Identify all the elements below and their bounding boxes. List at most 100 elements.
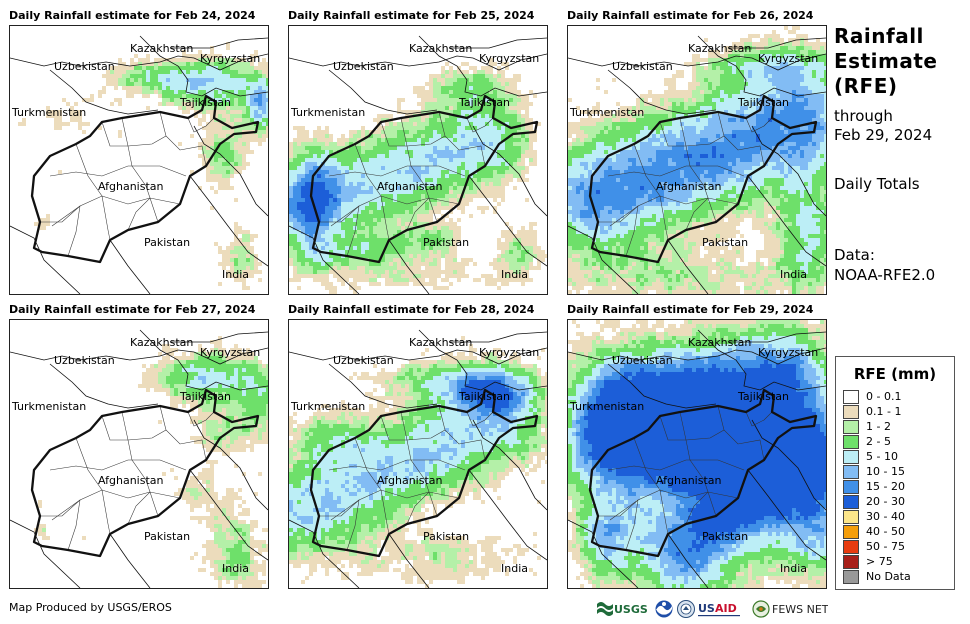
- panel-title: Daily Rainfall estimate for Feb 29, 2024: [567, 303, 814, 316]
- country-label-tajikistan: Tajikistan: [179, 96, 231, 109]
- afghanistan-border: [309, 94, 539, 264]
- country-label-turkmenistan: Turkmenistan: [290, 106, 365, 119]
- through-date: Feb 29, 2024: [834, 126, 933, 144]
- rfe-legend: RFE (mm) 0 - 0.1 0.1 - 1 1 - 2 2 - 5 5 - 10 1…: [835, 356, 955, 590]
- country-label-afghanistan: Afghanistan: [98, 474, 164, 487]
- legend-swatch: [843, 480, 859, 494]
- legend-label: No Data: [866, 570, 911, 583]
- through-label: through: [834, 107, 893, 125]
- legend-swatch: [843, 465, 859, 479]
- country-label-kazakhstan: Kazakhstan: [130, 42, 193, 55]
- rainfall-map: Kazakhstan Kyrgyzstan Uzbekistan Tajikistan…: [567, 319, 827, 589]
- fews-net-logo: FEWS NET: [752, 600, 828, 618]
- country-label-kazakhstan: Kazakhstan: [688, 42, 751, 55]
- rainfall-map: Kazakhstan Kyrgyzstan Uzbekistan Tajikistan…: [567, 25, 827, 295]
- province-boundaries: [598, 111, 773, 257]
- legend-swatch: [843, 555, 859, 569]
- rainfall-grid: [289, 336, 547, 588]
- province-boundaries: [40, 111, 215, 257]
- noaa-logo: [655, 600, 673, 618]
- afghanistan-border: [30, 388, 260, 558]
- rainfall-grid: [34, 336, 268, 588]
- legend-swatch: [843, 450, 859, 464]
- province-boundaries: [319, 111, 494, 257]
- legend-label: 15 - 20: [866, 480, 905, 493]
- country-borders: [568, 329, 826, 588]
- data-source-name: NOAA-RFE2.0: [834, 266, 936, 284]
- legend-swatch: [843, 495, 859, 509]
- totals-label: Daily Totals: [834, 175, 920, 193]
- legend-swatch: [843, 525, 859, 539]
- country-label-india: India: [222, 268, 249, 281]
- legend-label: 30 - 40: [866, 510, 905, 523]
- country-label-kyrgyzstan: Kyrgyzstan: [479, 52, 539, 65]
- legend-swatch: [843, 540, 859, 554]
- country-label-pakistan: Pakistan: [144, 530, 190, 543]
- country-borders: [10, 35, 268, 294]
- legend-swatch: [843, 435, 859, 449]
- country-label-india: India: [780, 268, 807, 281]
- legend-label: 1 - 2: [866, 420, 891, 433]
- afghanistan-border: [309, 388, 539, 558]
- legend-label: 0 - 0.1: [866, 390, 902, 403]
- country-label-afghanistan: Afghanistan: [377, 474, 443, 487]
- country-label-turkmenistan: Turkmenistan: [569, 400, 644, 413]
- country-label-kyrgyzstan: Kyrgyzstan: [758, 346, 818, 359]
- rainfall-map: Kazakhstan Kyrgyzstan Uzbekistan Tajikistan…: [288, 319, 548, 589]
- country-label-turkmenistan: Turkmenistan: [290, 400, 365, 413]
- province-boundaries: [40, 405, 215, 551]
- usaid-logo: US AID: [698, 602, 740, 617]
- data-source: Data: NOAA-RFE2.0: [834, 245, 964, 285]
- legend-title: RFE (mm): [853, 365, 937, 383]
- data-source-label: Data:: [834, 246, 875, 264]
- legend-label: 5 - 10: [866, 450, 898, 463]
- country-label-india: India: [780, 562, 807, 575]
- country-label-kazakhstan: Kazakhstan: [130, 336, 193, 349]
- country-label-afghanistan: Afghanistan: [98, 180, 164, 193]
- map-canvas: Kazakhstan Kyrgyzstan Uzbekistan Tajikistan…: [289, 329, 547, 588]
- panel-title: Daily Rainfall estimate for Feb 25, 2024: [288, 9, 535, 22]
- country-label-pakistan: Pakistan: [144, 236, 190, 249]
- panel-title: Daily Rainfall estimate for Feb 28, 2024: [288, 303, 535, 316]
- province-boundaries: [598, 405, 773, 551]
- rainfall-grid: [568, 320, 826, 588]
- country-label-tajikistan: Tajikistan: [737, 96, 789, 109]
- country-label-uzbekistan: Uzbekistan: [333, 354, 394, 367]
- date-range: through Feb 29, 2024: [834, 107, 964, 145]
- legend-swatch: [843, 510, 859, 524]
- country-label-kazakhstan: Kazakhstan: [409, 336, 472, 349]
- country-label-tajikistan: Tajikistan: [737, 390, 789, 403]
- panel-title: Daily Rainfall estimate for Feb 27, 2024: [9, 303, 256, 316]
- country-label-tajikistan: Tajikistan: [179, 390, 231, 403]
- country-label-turkmenistan: Turkmenistan: [11, 106, 86, 119]
- legend-label: 2 - 5: [866, 435, 891, 448]
- country-label-pakistan: Pakistan: [423, 530, 469, 543]
- main-title: Rainfall Estimate (RFE): [834, 24, 938, 98]
- country-label-uzbekistan: Uzbekistan: [54, 354, 115, 367]
- rainfall-grid: [568, 26, 826, 294]
- country-label-uzbekistan: Uzbekistan: [54, 60, 115, 73]
- panel-title: Daily Rainfall estimate for Feb 26, 2024: [567, 9, 814, 22]
- country-label-uzbekistan: Uzbekistan: [333, 60, 394, 73]
- map-canvas: Kazakhstan Kyrgyzstan Uzbekistan Tajikistan…: [289, 35, 547, 294]
- legend-label: > 75: [866, 555, 893, 568]
- country-borders: [289, 35, 547, 294]
- afghanistan-border: [588, 94, 818, 264]
- afghanistan-border: [588, 388, 818, 558]
- country-label-pakistan: Pakistan: [702, 530, 748, 543]
- country-label-pakistan: Pakistan: [702, 236, 748, 249]
- doi-seal: [677, 600, 695, 618]
- country-label-afghanistan: Afghanistan: [377, 180, 443, 193]
- country-label-uzbekistan: Uzbekistan: [612, 354, 673, 367]
- country-borders: [289, 329, 547, 588]
- country-label-kazakhstan: Kazakhstan: [409, 42, 472, 55]
- country-label-turkmenistan: Turkmenistan: [569, 106, 644, 119]
- panel-title: Daily Rainfall estimate for Feb 24, 2024: [9, 9, 256, 22]
- legend-label: 10 - 15: [866, 465, 905, 478]
- map-canvas: Kazakhstan Kyrgyzstan Uzbekistan Tajikistan…: [568, 26, 826, 294]
- map-canvas: Kazakhstan Kyrgyzstan Uzbekistan Tajikistan…: [568, 320, 826, 588]
- country-label-afghanistan: Afghanistan: [656, 180, 722, 193]
- country-borders: [10, 329, 268, 588]
- country-borders: [568, 35, 826, 294]
- rainfall-map: Kazakhstan Kyrgyzstan Uzbekistan Tajikistan…: [9, 319, 269, 589]
